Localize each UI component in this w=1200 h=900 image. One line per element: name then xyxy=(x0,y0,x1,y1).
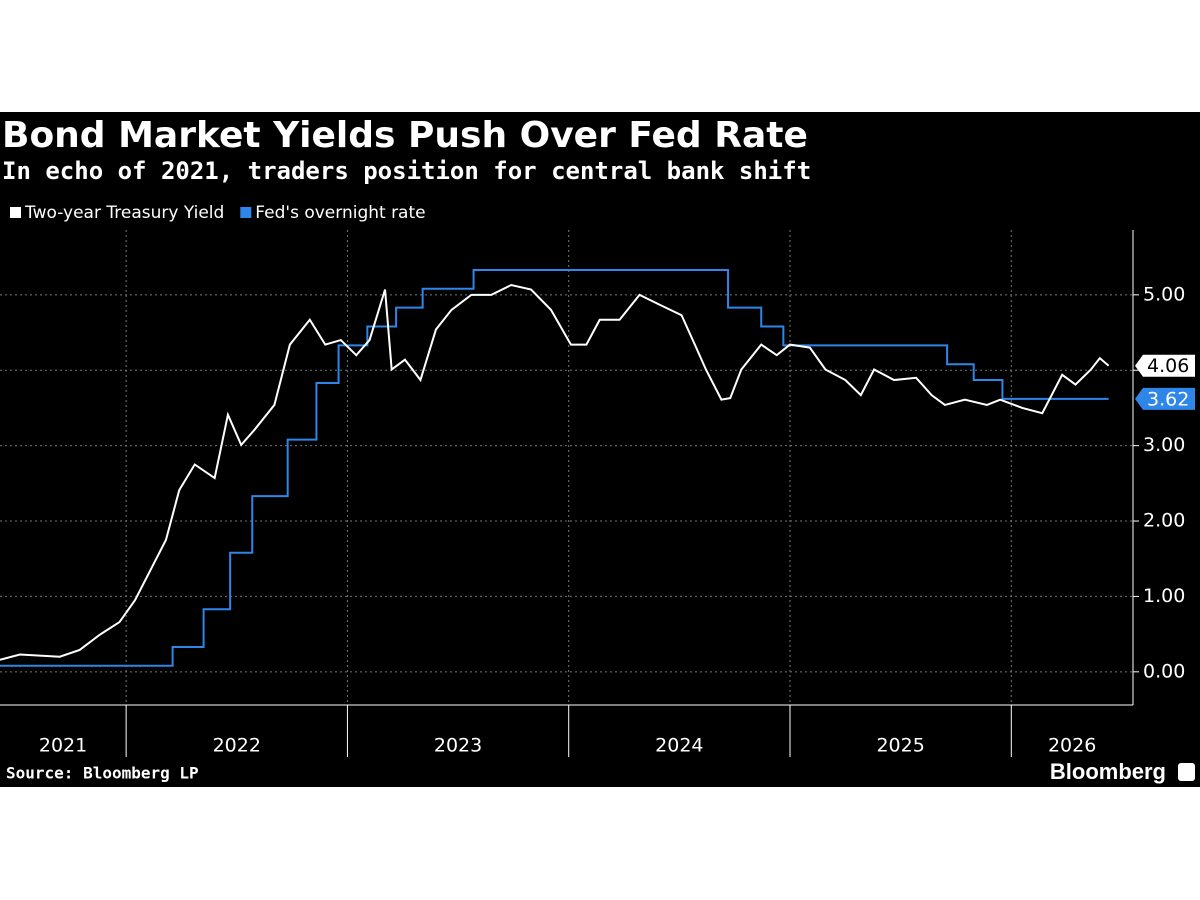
legend-label: Two-year Treasury Yield xyxy=(24,203,224,223)
x-tick-label: 2025 xyxy=(876,735,924,757)
x-tick-label: 2022 xyxy=(213,735,261,757)
y-tick-label: 2.00 xyxy=(1143,510,1185,532)
callout-box xyxy=(1135,354,1195,377)
callout-label: 3.62 xyxy=(1147,388,1189,410)
brand: Bloomberg xyxy=(1050,759,1166,784)
y-tick-label: 0.00 xyxy=(1143,660,1185,682)
series-line xyxy=(0,268,1109,667)
legend-swatch xyxy=(10,207,21,218)
legend-label: Fed's overnight rate xyxy=(255,203,425,223)
callout-label: 4.06 xyxy=(1147,355,1189,377)
chart-title: Bond Market Yields Push Over Fed Rate xyxy=(2,115,808,156)
y-tick-label: 1.00 xyxy=(1143,585,1185,607)
legend-swatch xyxy=(240,207,252,218)
background xyxy=(0,112,1200,787)
source: Source: Bloomberg LP xyxy=(6,764,199,783)
chart-subtitle: In echo of 2021, traders position for ce… xyxy=(2,157,811,185)
x-tick-label: 2021 xyxy=(39,735,87,757)
x-tick-label: 2026 xyxy=(1048,735,1096,757)
x-tick-label: 2024 xyxy=(655,735,703,757)
callout-box xyxy=(1135,387,1195,410)
x-tick-label: 2023 xyxy=(434,735,482,757)
brand-icon xyxy=(1178,763,1195,781)
y-tick-label: 3.00 xyxy=(1143,434,1185,456)
series-line xyxy=(0,283,1110,661)
y-tick-label: 5.00 xyxy=(1143,283,1185,305)
